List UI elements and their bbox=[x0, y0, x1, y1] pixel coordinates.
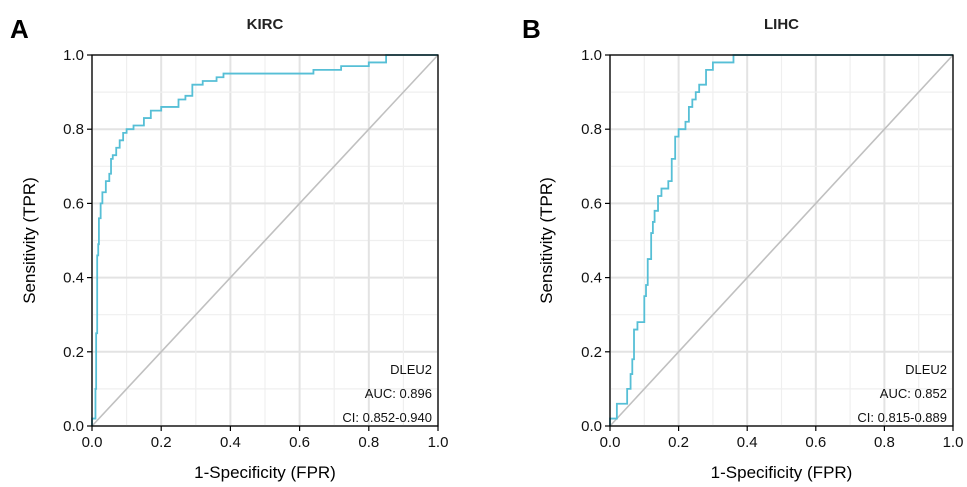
annotation-text: AUC: 0.852 bbox=[880, 386, 947, 401]
reference-diagonal bbox=[609, 54, 954, 427]
y-axis-label: Sensitivity (TPR) bbox=[20, 177, 39, 304]
annotation-text: CI: 0.852-0.940 bbox=[342, 410, 432, 425]
chart-panel-b: B LIHC 0.0 0.2 0.4 0.6 0.8 1.0 0.0 0.2 0.4 0.6 0.8 1.… bbox=[522, 14, 963, 482]
x-tick-label: 0.2 bbox=[151, 434, 172, 451]
axes-frame bbox=[609, 54, 954, 427]
chart-title: KIRC bbox=[247, 16, 284, 33]
x-tick-label: 0.6 bbox=[289, 434, 310, 451]
x-tick-label: 0.8 bbox=[358, 434, 379, 451]
roc-curve bbox=[609, 54, 953, 426]
y-tick-label: 0.6 bbox=[581, 195, 602, 212]
x-tick-label: 1.0 bbox=[943, 434, 964, 451]
y-tick-label: 1.0 bbox=[63, 47, 84, 64]
annotation-text: CI: 0.815-0.889 bbox=[857, 410, 947, 425]
y-tick-label: 0.0 bbox=[581, 418, 602, 435]
y-tick-label: 0.2 bbox=[581, 344, 602, 361]
chart-panel-a: A KIRC 0.0 0.2 0.4 0.6 0.8 1.0 0.0 0.2 0.4 0.6 0.8 1.… bbox=[10, 14, 448, 482]
x-tick-label: 0.4 bbox=[220, 434, 241, 451]
panel-letter: B bbox=[522, 14, 541, 44]
x-axis-label: 1-Specificity (FPR) bbox=[194, 463, 336, 482]
y-tick-label: 0.8 bbox=[581, 121, 602, 138]
y-tick-label: 1.0 bbox=[581, 47, 602, 64]
x-tick-label: 0.6 bbox=[805, 434, 826, 451]
x-tick-label: 0.0 bbox=[600, 434, 621, 451]
y-tick-label: 0.4 bbox=[63, 270, 84, 287]
y-tick-label: 0.8 bbox=[63, 121, 84, 138]
panel-letter: A bbox=[10, 14, 29, 44]
roc-curve bbox=[91, 54, 438, 426]
x-tick-label: 0.0 bbox=[82, 434, 103, 451]
y-tick-label: 0.0 bbox=[63, 418, 84, 435]
x-tick-label: 0.2 bbox=[668, 434, 689, 451]
y-axis-label: Sensitivity (TPR) bbox=[537, 177, 556, 304]
y-tick-label: 0.4 bbox=[581, 270, 602, 287]
axes-frame bbox=[91, 54, 439, 427]
annotation-text: DLEU2 bbox=[905, 362, 947, 377]
x-axis-label: 1-Specificity (FPR) bbox=[711, 463, 853, 482]
reference-diagonal bbox=[91, 54, 439, 427]
annotation-text: DLEU2 bbox=[390, 362, 432, 377]
y-tick-label: 0.6 bbox=[63, 195, 84, 212]
y-tick-label: 0.2 bbox=[63, 344, 84, 361]
annotation-text: AUC: 0.896 bbox=[365, 386, 432, 401]
x-tick-label: 0.8 bbox=[874, 434, 895, 451]
x-tick-label: 1.0 bbox=[428, 434, 449, 451]
chart-title: LIHC bbox=[764, 16, 799, 33]
x-tick-label: 0.4 bbox=[737, 434, 758, 451]
